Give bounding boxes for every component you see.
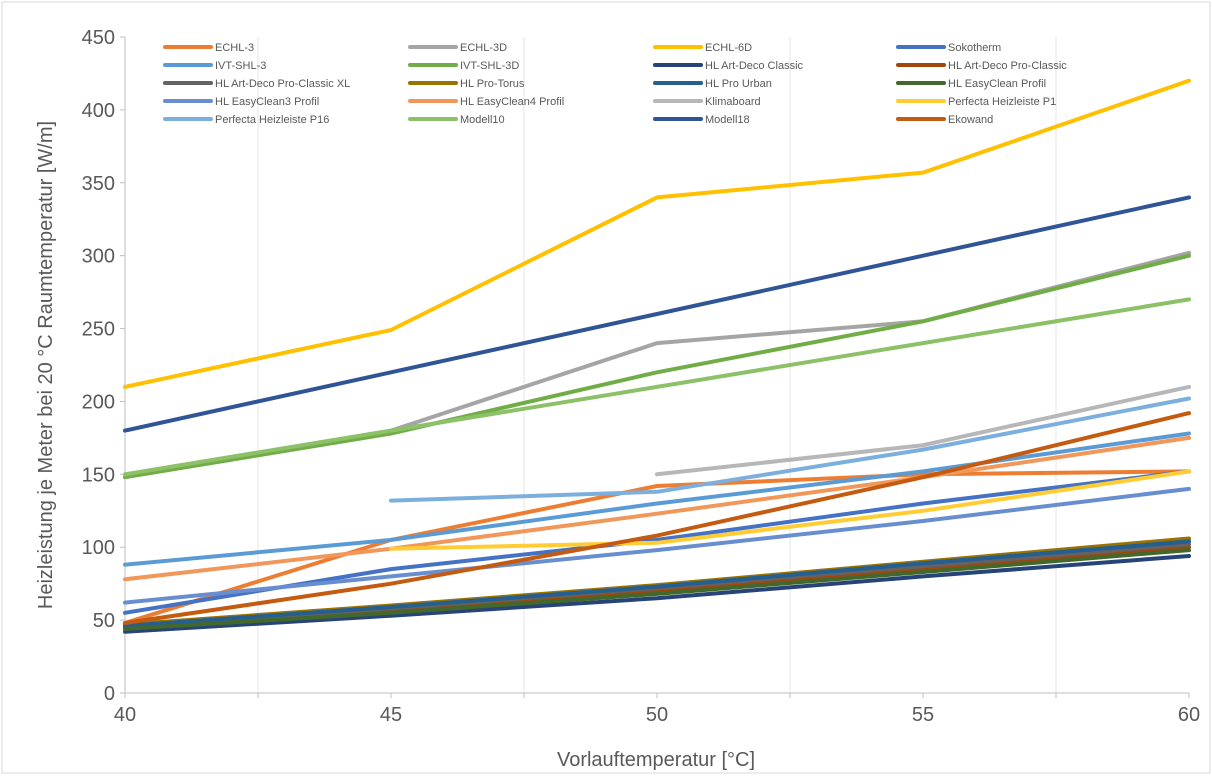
- legend-item-hl-easyclean3-profil: HL EasyClean3 Profil: [163, 96, 319, 108]
- legend-item-echl-3d: ECHL-3D: [408, 42, 507, 54]
- y-tick-label: 350: [82, 173, 115, 195]
- y-tick-label: 0: [104, 683, 115, 705]
- legend-label: HL Pro-Torus: [460, 78, 525, 90]
- x-tick-label: 50: [646, 704, 668, 726]
- y-tick-label: 300: [82, 246, 115, 268]
- legend-item-ekowand: Ekowand: [896, 114, 993, 126]
- series-line-perfecta-heizleiste-p16: [389, 396, 1191, 503]
- legend-label: Perfecta Heizleiste P16: [215, 114, 329, 126]
- legend-label: Modell18: [705, 114, 750, 126]
- series-line-ekowand: [123, 411, 1191, 625]
- legend-label: HL Art-Deco Pro-Classic XL: [215, 78, 350, 90]
- series-line-klimaboard: [655, 384, 1191, 477]
- series-lines: [123, 78, 1191, 634]
- series-line-hl-easyclean3-profil: [123, 486, 1191, 605]
- legend-item-modell18: Modell18: [653, 114, 750, 126]
- y-tick-label: 450: [82, 27, 115, 49]
- legend-item-hl-art-deco-pro-classic: HL Art-Deco Pro-Classic: [896, 60, 1067, 72]
- y-tick-label: 50: [93, 610, 115, 632]
- legend-label: ECHL-6D: [705, 42, 752, 54]
- y-axis-title: Heizleistung je Meter bei 20 °C Raumtemp…: [35, 121, 57, 609]
- legend-label: Ekowand: [948, 114, 993, 126]
- y-tick-label: 150: [82, 464, 115, 486]
- y-tick-label: 400: [82, 100, 115, 122]
- legend-label: IVT-SHL-3D: [460, 60, 519, 72]
- x-tick-label: 55: [912, 704, 934, 726]
- series-line-modell18: [123, 195, 1191, 433]
- x-axis-title: Vorlauftemperatur [°C]: [557, 749, 755, 771]
- legend-item-ivt-shl-3: IVT-SHL-3: [163, 60, 266, 72]
- y-tick-label: 100: [82, 537, 115, 559]
- legend-item-ivt-shl-3d: IVT-SHL-3D: [408, 60, 519, 72]
- series-line-echl-6d: [123, 78, 1191, 389]
- legend-item-sokotherm: Sokotherm: [896, 42, 1001, 54]
- legend-item-hl-pro-torus: HL Pro-Torus: [408, 78, 525, 90]
- legend-label: HL Pro Urban: [705, 78, 772, 90]
- legend-label: Klimaboard: [705, 96, 761, 108]
- series-line-hl-art-deco-classic: [123, 554, 1191, 634]
- axes: 0 50 100 150 200 250 300 350 400 450 40 45 50 55 60: [82, 27, 1201, 726]
- legend-label: HL Art-Deco Pro-Classic: [948, 60, 1067, 72]
- legend-item-echl-6d: ECHL-6D: [653, 42, 752, 54]
- x-tick-label: 40: [114, 704, 136, 726]
- x-tick-label: 45: [380, 704, 402, 726]
- legend-item-echl-3: ECHL-3: [163, 42, 254, 54]
- legend-label: ECHL-3: [215, 42, 254, 54]
- legend-item-hl-art-deco-pro-classic-xl: HL Art-Deco Pro-Classic XL: [163, 78, 350, 90]
- series-line-echl-3: [123, 469, 1191, 625]
- legend-label: Modell10: [460, 114, 505, 126]
- series-line-ivt-shl-3: [123, 431, 1191, 567]
- legend-item-hl-art-deco-classic: HL Art-Deco Classic: [653, 60, 804, 72]
- series-line-perfecta-heizleiste-p1: [389, 469, 1191, 551]
- legend-item-hl-easyclean4-profil: HL EasyClean4 Profil: [408, 96, 564, 108]
- series-line-modell10: [123, 297, 1191, 477]
- legend-label: HL EasyClean4 Profil: [460, 96, 564, 108]
- legend-label: HL Art-Deco Classic: [705, 60, 804, 72]
- legend-item-hl-pro-urban: HL Pro Urban: [653, 78, 772, 90]
- series-line-hl-easyclean4-profil: [123, 435, 1191, 582]
- legend-label: HL EasyClean3 Profil: [215, 96, 319, 108]
- y-tick-label: 250: [82, 319, 115, 341]
- legend-item-klimaboard: Klimaboard: [653, 96, 761, 108]
- series-line-ivt-shl-3d: [123, 253, 1191, 480]
- legend-item-perfecta-heizleiste-p1: Perfecta Heizleiste P1: [896, 96, 1056, 108]
- y-tick-label: 200: [82, 391, 115, 413]
- legend-label: HL EasyClean Profil: [948, 78, 1046, 90]
- legend-label: Sokotherm: [948, 42, 1001, 54]
- legend-item-modell10: Modell10: [408, 114, 505, 126]
- legend-item-perfecta-heizleiste-p16: Perfecta Heizleiste P16: [163, 114, 329, 126]
- legend-label: IVT-SHL-3: [215, 60, 266, 72]
- legend: ECHL-3 ECHL-3D ECHL-6D Sokotherm IVT-SHL-3 IV…: [163, 42, 1067, 126]
- legend-item-hl-easyclean-profil: HL EasyClean Profil: [896, 78, 1046, 90]
- legend-label: Perfecta Heizleiste P1: [948, 96, 1056, 108]
- legend-label: ECHL-3D: [460, 42, 507, 54]
- x-tick-label: 60: [1178, 704, 1200, 726]
- series-line-hl-easyclean-profil: [123, 548, 1191, 631]
- series-line-hl-pro-urban: [123, 539, 1191, 628]
